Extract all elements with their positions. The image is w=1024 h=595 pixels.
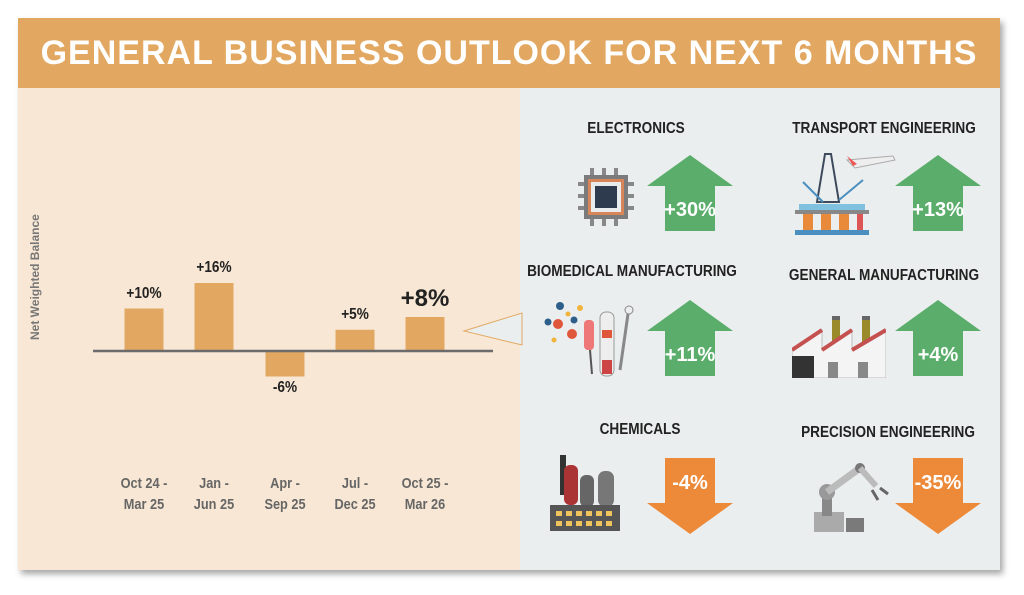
bar [194, 283, 234, 351]
category-label: Jan - Jun 25 [180, 473, 248, 515]
sector-title: TRANSPORT ENGINEERING [792, 120, 976, 137]
sector-value: +13% [912, 199, 964, 221]
arrow-up-icon: +30% [647, 155, 733, 231]
category-label-line: Mar 26 [404, 496, 446, 513]
category-label-line: Oct 25 - [401, 475, 449, 492]
bar [335, 329, 375, 351]
category-label-line: Jul - [341, 475, 369, 492]
arrow-up-icon: +4% [895, 300, 981, 376]
sector-value: -4% [672, 472, 708, 494]
sector-title: CHEMICALS [599, 421, 681, 438]
category-label-line: Mar 25 [123, 496, 165, 513]
category-label-line: Dec 25 [334, 496, 376, 513]
bar [405, 317, 445, 351]
sector-title: BIOMEDICAL MANUFACTURING [527, 263, 737, 280]
lab-tools-icon [540, 300, 640, 385]
category-label: Oct 24 - Mar 25 [110, 473, 178, 515]
arrow-down-icon: -4% [647, 458, 733, 534]
sector-value: -35% [914, 472, 962, 494]
category-label: Jul - Dec 25 [321, 473, 389, 515]
category-label: Oct 25 - Mar 26 [391, 473, 459, 515]
data-label: +8% [400, 285, 450, 312]
arrow-up-icon: +11% [647, 300, 733, 376]
sector-title: GENERAL MANUFACTURING [788, 267, 980, 284]
arrow-up-icon: +13% [895, 155, 981, 231]
category-label: Apr - Sep 25 [251, 473, 319, 515]
bar [124, 308, 164, 351]
callout-pointer [462, 312, 523, 346]
chemical-plant-icon [550, 455, 622, 536]
data-label: +16% [196, 259, 232, 276]
factory-icon [790, 316, 888, 383]
category-label-line: Jan - [199, 475, 229, 492]
category-label-line: Apr - [270, 475, 300, 492]
oil-rig-airplane-icon [795, 152, 899, 241]
category-label-line: Jun 25 [193, 496, 235, 513]
page-title: GENERAL BUSINESS OUTLOOK FOR NEXT 6 MONT… [18, 18, 1000, 88]
data-label: +10% [126, 284, 162, 302]
data-label: +5% [341, 305, 369, 323]
bar [265, 351, 305, 377]
sector-title: PRECISION ENGINEERING [801, 424, 975, 441]
sector-value: +11% [664, 344, 716, 366]
data-label: -6% [272, 378, 298, 396]
arrow-down-icon: -35% [895, 458, 981, 534]
sector-value: +30% [664, 199, 716, 221]
robot-arm-icon [810, 462, 890, 537]
sector-title: ELECTRONICS [587, 120, 685, 137]
microchip-icon [578, 168, 634, 231]
category-label-line: Sep 25 [264, 496, 306, 513]
category-label-line: Oct 24 - [120, 475, 168, 492]
sector-value: +4% [917, 344, 959, 366]
